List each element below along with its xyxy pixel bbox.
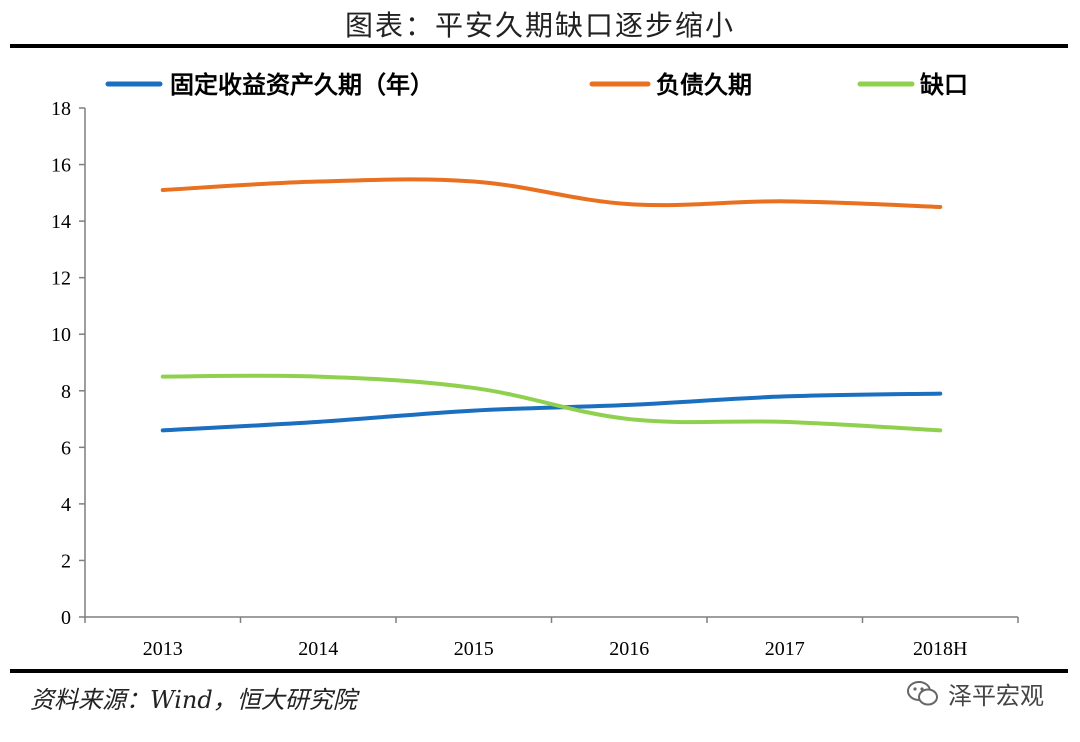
wechat-icon: [907, 680, 938, 705]
y-tick-label: 10: [51, 324, 71, 346]
source-note: 资料来源：Wind，恒大研究院: [30, 686, 357, 714]
y-tick-label: 18: [51, 98, 71, 120]
x-tick-label: 2018H: [913, 638, 967, 660]
bottom-rule: [10, 669, 1068, 673]
y-tick-label: 6: [61, 437, 71, 459]
top-rule: [10, 44, 1068, 48]
x-tick-label: 2013: [143, 638, 183, 660]
series-line-2: [160, 373, 943, 433]
y-tick-label: 0: [61, 607, 71, 629]
watermark: 泽平宏观: [906, 676, 1044, 711]
x-tick-label: 2015: [454, 638, 494, 660]
y-tick-label: 14: [51, 211, 71, 233]
x-tick-label: 2017: [765, 638, 805, 660]
legend-label-0: 固定收益资产久期（年）: [170, 71, 434, 99]
axes: 0 2 4 6 8 10 12 14 16 18 2013 2014 2015 2016 2017 2018H: [51, 98, 1019, 660]
y-tick-label: 12: [51, 268, 71, 290]
legend-label-1: 负债久期: [656, 71, 752, 99]
legend-label-2: 缺口: [920, 71, 968, 99]
y-tick-label: 4: [61, 494, 71, 516]
series-line-0: [160, 391, 943, 433]
y-tick-label: 2: [61, 550, 71, 572]
x-tick-label: 2016: [609, 638, 649, 660]
y-tick-label: 16: [51, 155, 71, 177]
watermark-text: 泽平宏观: [948, 682, 1044, 710]
series-line-1: [160, 177, 943, 209]
legend: 固定收益资产久期（年） 负债久期 缺口: [105, 71, 968, 99]
y-tick-label: 8: [61, 381, 71, 403]
series-lines: [160, 177, 943, 433]
x-tick-label: 2014: [298, 638, 338, 660]
chart-title: 图表：平安久期缺口逐步缩小: [344, 9, 735, 42]
